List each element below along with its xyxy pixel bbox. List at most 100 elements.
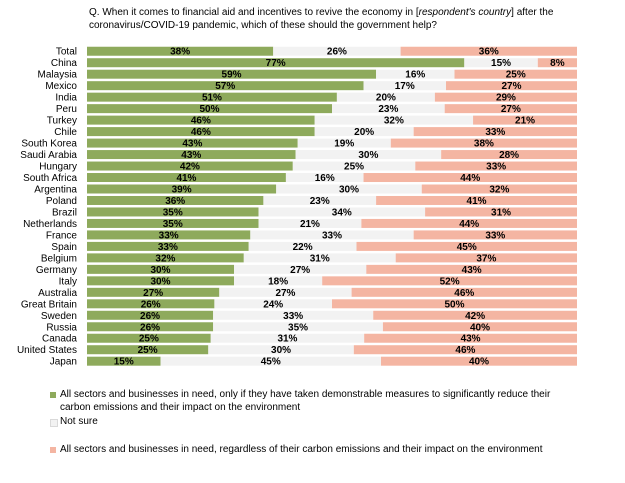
bar-segment-regardless: [381, 356, 577, 366]
data-label-not-sure: 25%: [344, 162, 364, 173]
bar-segment-conditional: [87, 218, 259, 228]
bar-segment-not-sure: [243, 253, 396, 263]
category-label: Mexico: [45, 81, 77, 92]
bar-segment-conditional: [87, 253, 244, 263]
data-label-conditional: 32%: [155, 253, 175, 264]
data-label-not-sure: 30%: [339, 185, 359, 196]
category-label: India: [55, 93, 77, 104]
data-label-not-sure: 16%: [405, 70, 425, 81]
category-label: Malaysia: [38, 70, 78, 81]
bar-segment-conditional: [87, 207, 259, 217]
category-label: Brazil: [52, 207, 77, 218]
category-label: Argentina: [34, 185, 77, 196]
bar-segment-regardless: [366, 264, 577, 274]
data-label-not-sure: 31%: [277, 334, 297, 345]
category-label: Spain: [51, 242, 77, 253]
bar-segment-conditional: [87, 241, 249, 251]
data-label-regardless: 33%: [486, 162, 506, 173]
data-label-conditional: 41%: [176, 173, 196, 184]
bar-segment-regardless: [363, 173, 577, 183]
bar-segment-not-sure: [208, 345, 354, 355]
bar-segment-not-sure: [336, 92, 435, 102]
bar-segment-regardless: [382, 322, 577, 332]
data-label-conditional: 30%: [150, 265, 170, 276]
bar-segment-regardless: [415, 161, 577, 171]
bar-segment-not-sure: [363, 81, 447, 91]
data-label-not-sure: 24%: [263, 299, 283, 310]
bar-segment-regardless: [400, 46, 577, 56]
data-label-not-sure: 35%: [288, 322, 308, 333]
bar-segment-regardless: [444, 104, 577, 114]
data-label-not-sure: 26%: [327, 47, 347, 58]
data-label-not-sure: 20%: [376, 93, 396, 104]
data-label-not-sure: 15%: [491, 58, 511, 69]
bar-segment-conditional: [87, 150, 296, 160]
bar-segment-not-sure: [273, 46, 401, 56]
data-label-not-sure: 34%: [332, 207, 352, 218]
bar-segment-not-sure: [258, 218, 362, 228]
data-label-conditional: 51%: [202, 93, 222, 104]
data-label-conditional: 50%: [199, 104, 219, 115]
data-label-regardless: 50%: [444, 299, 464, 310]
bar-segment-not-sure: [297, 138, 391, 148]
bar-segment-not-sure: [160, 356, 381, 366]
data-label-not-sure: 27%: [275, 288, 295, 299]
legend-label-not-sure: Not sure: [60, 416, 98, 427]
bar-segment-regardless: [425, 207, 577, 217]
data-label-not-sure: 18%: [268, 276, 288, 287]
bar-segment-not-sure: [234, 264, 367, 274]
bar-segment-regardless: [376, 195, 577, 205]
bar-segment-not-sure: [276, 184, 422, 194]
bar-segment-not-sure: [248, 241, 357, 251]
bar-segment-not-sure: [332, 104, 445, 114]
bar-segment-not-sure: [285, 173, 364, 183]
bar-segment-not-sure: [314, 115, 474, 125]
data-label-conditional: 43%: [181, 150, 201, 161]
data-label-conditional: 25%: [138, 345, 158, 356]
data-label-conditional: 30%: [150, 276, 170, 287]
category-label: Belgium: [41, 253, 77, 264]
data-label-not-sure: 32%: [384, 116, 404, 127]
bar-segment-regardless: [441, 150, 577, 160]
data-label-conditional: 46%: [191, 116, 211, 127]
bar-segment-not-sure: [213, 322, 383, 332]
category-label: France: [46, 230, 78, 241]
legend-label-regardless: All sectors and businesses in need, rega…: [60, 444, 543, 455]
bar-segment-not-sure: [250, 230, 414, 240]
bar-segment-conditional: [87, 81, 364, 91]
data-label-regardless: 45%: [457, 242, 477, 253]
category-label: Great Britain: [21, 299, 77, 310]
data-label-not-sure: 21%: [300, 219, 320, 230]
category-label: Poland: [46, 196, 77, 207]
data-label-regardless: 27%: [501, 81, 521, 92]
bar-segment-conditional: [87, 184, 277, 194]
category-label: Peru: [56, 104, 77, 115]
bar-segment-conditional: [87, 115, 315, 125]
bar-segment-regardless: [373, 310, 577, 320]
data-label-conditional: 27%: [143, 288, 163, 299]
data-label-regardless: 25%: [506, 70, 526, 81]
data-label-regardless: 44%: [460, 173, 480, 184]
data-label-regardless: 43%: [461, 334, 481, 345]
bar-segment-regardless: [537, 58, 577, 68]
bar-segment-regardless: [390, 138, 577, 148]
bar-segment-conditional: [87, 138, 298, 148]
bar-segment-regardless: [351, 287, 577, 297]
category-label: Hungary: [39, 162, 77, 173]
category-label: South Korea: [21, 139, 77, 150]
bar-segment-regardless: [356, 241, 577, 251]
data-label-not-sure: 33%: [283, 311, 303, 322]
data-label-not-sure: 27%: [290, 265, 310, 276]
data-label-regardless: 32%: [489, 185, 509, 196]
bar-segment-conditional: [87, 69, 377, 79]
question-suffix: ] after the coronavirus/COVID-19 pandemi…: [89, 7, 554, 31]
data-label-not-sure: 23%: [378, 104, 398, 115]
data-label-regardless: 29%: [496, 93, 516, 104]
bar-segment-not-sure: [213, 310, 374, 320]
data-label-conditional: 59%: [222, 70, 242, 81]
category-label: Netherlands: [23, 219, 77, 230]
legend-label-conditional: All sectors and businesses in need, only…: [60, 389, 551, 413]
data-label-regardless: 31%: [491, 207, 511, 218]
bar-segment-conditional: [87, 356, 161, 366]
data-label-not-sure: 17%: [395, 81, 415, 92]
